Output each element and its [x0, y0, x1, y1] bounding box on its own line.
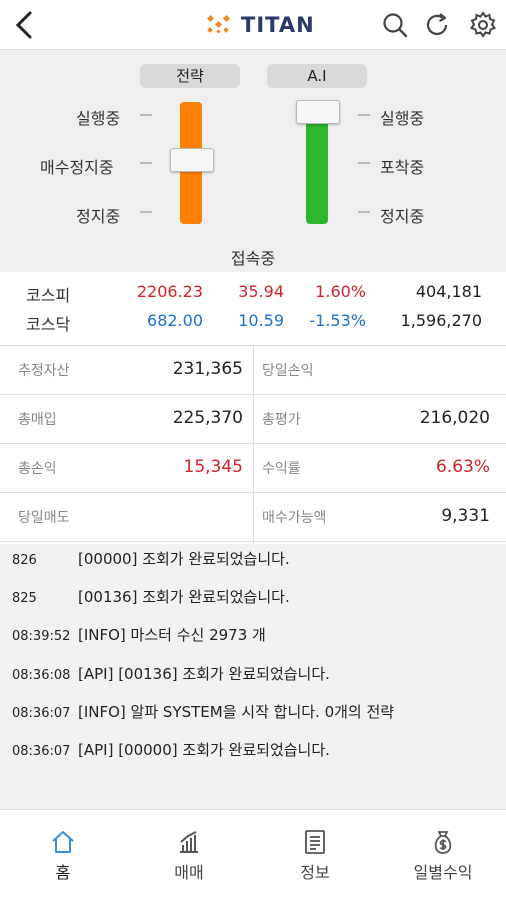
log-line: 08:36:07 [INFO] 알파 SYSTEM을 시작 합니다. 0개의 전략	[12, 701, 394, 722]
index-value: 682.00	[147, 311, 203, 330]
ai-slider-track[interactable]	[306, 120, 328, 224]
log-time: 826	[12, 553, 37, 568]
asset-value: 231,365	[172, 359, 243, 379]
asset-cell-total-pnl: 총손익 15,345	[0, 444, 253, 493]
connection-status: 접속중	[230, 249, 276, 268]
index-change: 10.59	[238, 311, 284, 330]
log-line: 825 [00136] 조회가 완료되었습니다.	[12, 586, 290, 607]
control-panel: 전략 A.I 실행중 매수정지중 정지중 실행중 포착중 정지중 접속중	[0, 50, 506, 272]
asset-cell-daily-pnl: 당일손익	[254, 346, 506, 395]
asset-value: 225,370	[172, 408, 243, 428]
refresh-icon[interactable]	[422, 10, 452, 40]
titan-logo-icon	[206, 14, 231, 34]
asset-cell-total-buy: 총매입 225,370	[0, 395, 253, 444]
tick	[140, 114, 152, 116]
brand-name: TITAN	[241, 13, 315, 37]
tick	[140, 211, 152, 213]
strategy-state-buy-stop: 매수정지중	[40, 158, 114, 177]
nav-label: 매매	[174, 863, 204, 882]
money-bag-icon	[434, 831, 452, 854]
asset-cell-buyable: 매수가능액 9,331	[254, 493, 506, 542]
strategy-state-running: 실행중	[76, 109, 121, 128]
strategy-label: 전략	[140, 64, 240, 88]
ai-label: A.I	[267, 64, 367, 88]
gear-icon[interactable]	[468, 10, 498, 40]
nav-label: 정보	[300, 863, 330, 882]
nav-label: 일별수익	[413, 863, 473, 882]
strategy-state-stopped: 정지중	[76, 207, 121, 226]
log-message: [INFO] 알파 SYSTEM을 시작 합니다. 0개의 전략	[78, 703, 395, 721]
index-rate: -1.53%	[309, 311, 366, 330]
log-message: [INFO] 마스터 수신 2973 개	[78, 626, 266, 644]
asset-value: 216,020	[419, 408, 490, 428]
index-volume: 1,596,270	[400, 311, 482, 330]
bottom-nav: 홈 매매 정보	[0, 811, 506, 900]
app-header: TITAN	[0, 0, 506, 50]
asset-label: 총손익	[18, 461, 57, 477]
search-icon[interactable]	[380, 10, 410, 40]
grid-divider	[253, 346, 254, 544]
ai-state-stopped: 정지중	[380, 207, 425, 226]
bar-chart-icon	[180, 831, 198, 853]
asset-label: 수익률	[262, 461, 301, 477]
log-line: 08:36:07 [API] [00000] 조회가 완료되었습니다.	[12, 739, 330, 760]
asset-cell-daily-sell: 당일매도	[0, 493, 253, 542]
asset-label: 추정자산	[18, 363, 70, 379]
log-time: 08:36:07	[12, 706, 71, 721]
log-time: 08:39:52	[12, 629, 71, 644]
asset-cell-total-eval: 총평가 216,020	[254, 395, 506, 444]
ai-state-running: 실행중	[380, 109, 425, 128]
index-row-kospi: 코스피 2206.23 35.94 1.60% 404,181	[0, 282, 506, 310]
home-icon	[52, 831, 74, 853]
index-rate: 1.60%	[315, 282, 366, 301]
strategy-slider-knob[interactable]	[170, 148, 214, 172]
tick	[140, 162, 152, 164]
nav-label: 홈	[55, 863, 71, 882]
document-icon	[305, 830, 325, 854]
back-arrow-icon[interactable]	[10, 8, 40, 42]
ai-slider-knob[interactable]	[296, 100, 340, 124]
asset-value: 6.63%	[435, 457, 490, 477]
asset-value: 15,345	[183, 457, 243, 477]
index-row-kosdaq: 코스닥 682.00 10.59 -1.53% 1,596,270	[0, 311, 506, 339]
asset-label: 총매입	[18, 412, 57, 428]
ai-state-capturing: 포착중	[380, 158, 425, 177]
asset-label: 매수가능액	[262, 510, 327, 526]
index-change: 35.94	[238, 282, 284, 301]
asset-cell-return-rate: 수익률 6.63%	[254, 444, 506, 493]
asset-value: 9,331	[441, 506, 490, 526]
index-name: 코스피	[26, 286, 71, 305]
asset-cell-estimated: 추정자산 231,365	[0, 346, 253, 395]
asset-label: 총평가	[262, 412, 301, 428]
tick	[358, 162, 370, 164]
log-line: 08:36:08 [API] [00136] 조회가 완료되었습니다.	[12, 663, 330, 684]
tick	[358, 114, 370, 116]
market-index-table: 코스피 2206.23 35.94 1.60% 404,181 코스닥 682.…	[0, 272, 506, 346]
asset-label: 당일손익	[262, 363, 314, 379]
nav-trade[interactable]: 매매	[126, 811, 252, 900]
log-message: [00000] 조회가 완료되었습니다.	[78, 550, 290, 568]
log-line: 826 [00000] 조회가 완료되었습니다.	[12, 548, 290, 569]
log-message: [API] [00136] 조회가 완료되었습니다.	[78, 665, 330, 683]
log-line: 08:39:52 [INFO] 마스터 수신 2973 개	[12, 624, 266, 645]
nav-daily-profit[interactable]: 일별수익	[380, 811, 506, 900]
index-value: 2206.23	[136, 282, 203, 301]
log-time: 08:36:07	[12, 744, 71, 759]
brand-logo: TITAN	[205, 10, 315, 40]
index-name: 코스닥	[26, 315, 71, 334]
log-message: [00136] 조회가 완료되었습니다.	[78, 588, 290, 606]
nav-home[interactable]: 홈	[0, 811, 126, 900]
log-message: [API] [00000] 조회가 완료되었습니다.	[78, 741, 330, 759]
log-time: 08:36:08	[12, 668, 71, 683]
index-volume: 404,181	[415, 282, 482, 301]
nav-info[interactable]: 정보	[252, 811, 378, 900]
log-time: 825	[12, 591, 37, 606]
activity-log[interactable]: 826 [00000] 조회가 완료되었습니다. 825 [00136] 조회가 완…	[0, 544, 506, 810]
asset-summary-grid: 추정자산 231,365 당일손익 총매입 225,370 총평가 216,02…	[0, 346, 506, 544]
tick	[358, 211, 370, 213]
asset-label: 당일매도	[18, 510, 70, 526]
